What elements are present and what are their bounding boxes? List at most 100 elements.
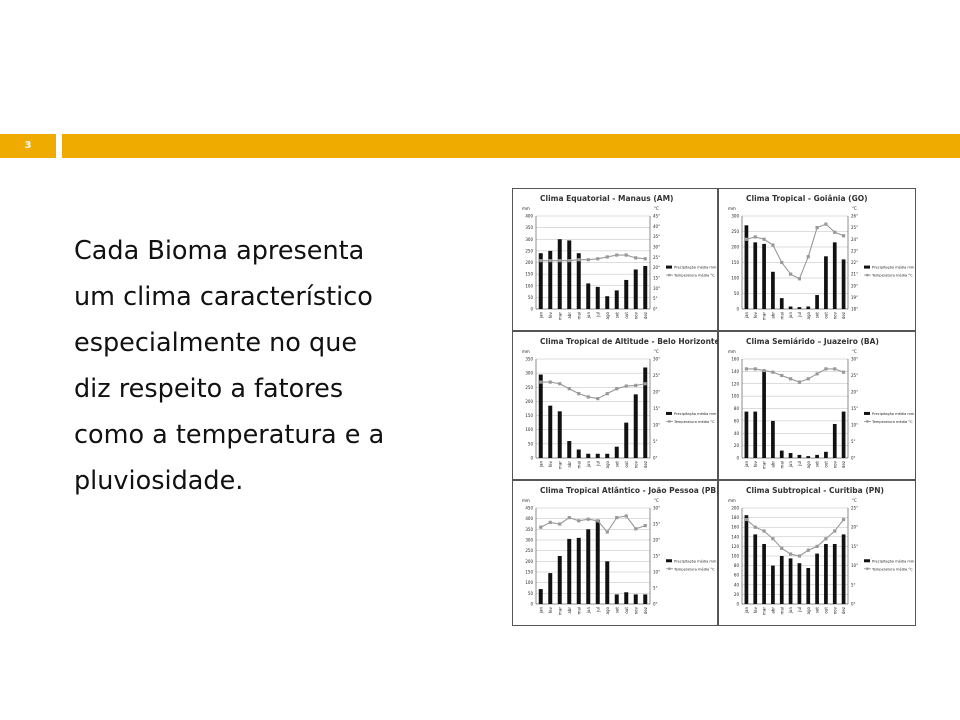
temperature-point (643, 524, 647, 528)
x-tick-label: fev (753, 311, 758, 318)
precipitation-bar (557, 411, 562, 458)
legend-label: Precipitação média mm (674, 266, 717, 270)
x-tick-label: abr (770, 607, 775, 614)
precipitation-bar (557, 239, 562, 309)
temperature-point (634, 383, 638, 387)
temperature-point (567, 516, 571, 520)
y2-tick-label: 15° (653, 554, 660, 559)
precipitation-bar (753, 242, 758, 309)
precipitation-bar (614, 594, 619, 604)
y2-axis-unit: °C (654, 206, 659, 211)
temperature-point (788, 272, 793, 276)
temperature-point (780, 373, 784, 378)
precipitation-bar (753, 534, 758, 604)
precipitation-bar (841, 534, 846, 604)
temperature-point (762, 237, 766, 241)
precipitation-bar (762, 371, 766, 458)
y2-tick-label: 0° (653, 456, 658, 461)
y-tick-label: 200 (731, 245, 739, 250)
slide-number: 3 (24, 140, 32, 151)
y-tick-label: 50 (528, 295, 534, 300)
y-tick-label: 250 (525, 385, 533, 390)
y-axis-unit: mm (728, 349, 736, 354)
y-tick-label: 350 (525, 357, 533, 362)
precipitation-bar (538, 374, 543, 458)
legend-label: Precipitação média mm (872, 412, 915, 416)
y2-tick-label: 23° (851, 248, 858, 253)
y-tick-label: 50 (528, 441, 534, 446)
temperature-point (605, 392, 609, 396)
x-tick-label: nov (633, 311, 638, 319)
x-tick-label: nov (633, 606, 638, 614)
y-tick-label: 300 (731, 214, 739, 219)
x-tick-label: fev (753, 460, 758, 467)
precipitation-bar (779, 450, 784, 458)
precipitation-bar (797, 563, 802, 604)
chart-panel: Clima Subtropical - Curitiba (PN) mm °C 0 20… (718, 480, 916, 626)
y2-tick-label: 0° (653, 602, 658, 607)
x-tick-label: set (815, 312, 820, 319)
y-tick-label: 160 (731, 525, 739, 530)
y-axis-unit: mm (728, 206, 736, 211)
y-tick-label: 160 (731, 357, 739, 362)
chart-title: Clima Semiárido – Juazeiro (BA) (746, 337, 879, 346)
precipitation-bar (815, 295, 819, 309)
temperature-point (815, 372, 819, 376)
y-tick-label: 0 (530, 602, 533, 607)
precipitation-bar (576, 449, 581, 458)
precipitation-bar (832, 242, 837, 309)
precipitation-bar (548, 405, 553, 458)
precipitation-bar (548, 250, 553, 309)
legend-label: Temperatura média °C (871, 567, 913, 571)
y2-tick-label: 25° (851, 506, 858, 511)
y2-tick-label: 20° (851, 390, 858, 395)
x-tick-label: set (614, 461, 619, 468)
precipitation-bar (779, 298, 784, 309)
x-tick-label: nov (832, 606, 837, 614)
x-tick-label: out (624, 312, 629, 319)
legend-bar-swatch (666, 265, 672, 269)
precipitation-bar (586, 283, 591, 309)
temperature-point (558, 382, 562, 386)
y-tick-label: 140 (731, 369, 739, 374)
y2-tick-label: 10° (851, 563, 858, 568)
precipitation-bar (762, 243, 766, 309)
precipitation-bar (614, 446, 619, 458)
temperature-point (744, 237, 749, 241)
y2-tick-label: 30° (851, 357, 858, 362)
temperature-point (596, 519, 600, 523)
y-tick-label: 0 (736, 602, 739, 607)
precipitation-bar (567, 441, 572, 458)
precipitation-bar (567, 538, 572, 604)
x-tick-label: dez (643, 461, 648, 468)
chart-panel: Clima Semiárido – Juazeiro (BA) mm °C 0 20 40… (718, 331, 916, 480)
y-tick-label: 100 (525, 427, 533, 432)
y-tick-label: 20 (734, 592, 740, 597)
precipitation-bar (605, 561, 610, 604)
temperature-point (824, 537, 828, 541)
legend-label: Temperatura média °C (673, 274, 715, 278)
body-line: um clima característico (74, 282, 373, 312)
x-tick-label: dez (841, 461, 846, 468)
temperature-point (615, 516, 619, 520)
y-tick-label: 60 (734, 573, 740, 578)
temperature-point (634, 527, 638, 531)
x-tick-label: jun (586, 607, 591, 615)
precipitation-bar (643, 594, 648, 604)
y2-tick-label: 45° (653, 214, 660, 219)
temperature-point (548, 520, 552, 524)
chart-title: Clima Equatorial - Manaus (AM) (540, 194, 673, 203)
y2-axis-unit: °C (852, 206, 857, 211)
y2-tick-label: 20° (851, 283, 858, 288)
precipitation-bar (624, 279, 629, 309)
y2-tick-label: 30° (653, 245, 660, 250)
precipitation-bar (824, 256, 828, 309)
y-tick-label: 150 (525, 413, 533, 418)
y2-tick-label: 25° (653, 373, 660, 378)
y-tick-label: 200 (525, 260, 533, 265)
temperature-point (539, 259, 543, 263)
y-tick-label: 300 (525, 237, 533, 242)
precipitation-bar (771, 565, 775, 604)
chart-panel: Clima Equatorial - Manaus (AM) mm °C 0 50 100… (512, 188, 718, 331)
x-tick-label: ago (806, 606, 811, 614)
